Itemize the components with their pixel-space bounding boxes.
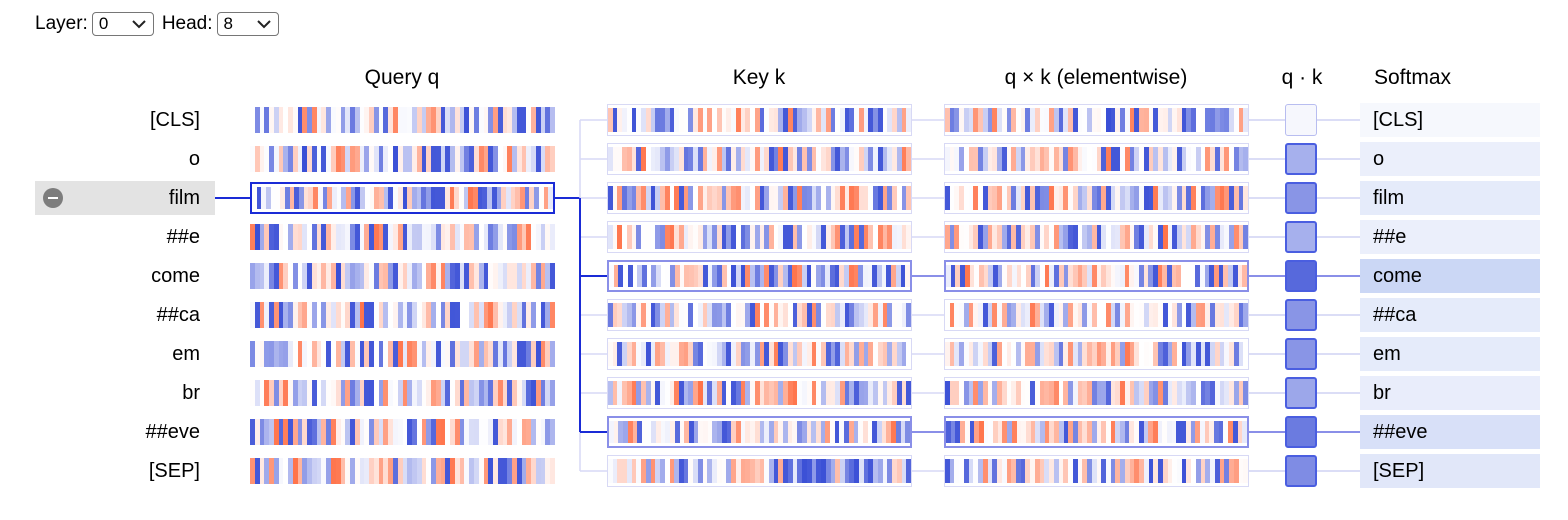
query-vector xyxy=(250,377,555,409)
softmax-token: ##ca xyxy=(1360,298,1540,332)
elementwise-vector xyxy=(944,143,1249,175)
dot-product-cell xyxy=(1285,221,1317,253)
dot-product-cell xyxy=(1285,455,1317,487)
query-token[interactable]: o xyxy=(35,142,200,176)
query-token[interactable]: come xyxy=(35,259,200,293)
query-vector xyxy=(250,416,555,448)
key-vector xyxy=(607,377,912,409)
softmax-token: em xyxy=(1360,337,1540,371)
softmax-token: come xyxy=(1360,259,1540,293)
softmax-token: [CLS] xyxy=(1360,103,1540,137)
softmax-token: br xyxy=(1360,376,1540,410)
query-token[interactable]: [SEP] xyxy=(35,454,200,488)
elementwise-vector xyxy=(944,455,1249,487)
softmax-token: [SEP] xyxy=(1360,454,1540,488)
elementwise-vector xyxy=(944,104,1249,136)
dot-product-cell xyxy=(1285,104,1317,136)
dot-product-cell xyxy=(1285,416,1317,448)
key-header: Key k xyxy=(732,66,786,89)
query-token-label: film xyxy=(168,187,200,209)
query-header: Query q xyxy=(364,66,440,89)
controls-bar: Layer: 0 Head: 8 xyxy=(35,12,283,36)
softmax-header: Softmax xyxy=(1374,66,1452,89)
softmax-token: ##eve xyxy=(1360,415,1540,449)
minus-circle-icon[interactable] xyxy=(43,188,63,208)
query-vector xyxy=(250,299,555,331)
dot-product-cell xyxy=(1285,260,1317,292)
elementwise-vector xyxy=(944,377,1249,409)
dot-product-cell xyxy=(1285,338,1317,370)
query-token-label: [CLS] xyxy=(149,109,200,131)
query-token[interactable]: ##e xyxy=(35,220,200,254)
key-vector xyxy=(607,416,912,448)
query-token-label: br xyxy=(182,382,200,404)
query-vector xyxy=(250,338,555,370)
query-token-label: ##eve xyxy=(145,421,201,443)
key-vector xyxy=(607,260,912,292)
elementwise-vector xyxy=(944,338,1249,370)
query-token[interactable]: br xyxy=(35,376,200,410)
chevron-down-icon xyxy=(256,20,271,29)
query-vector xyxy=(250,260,555,292)
layer-select[interactable]: 0 xyxy=(91,12,154,36)
chevron-down-icon xyxy=(132,20,146,29)
layer-select-value: 0 xyxy=(98,14,109,33)
query-token[interactable]: ##ca xyxy=(35,298,200,332)
head-select[interactable]: 8 xyxy=(216,12,279,36)
query-token[interactable]: film xyxy=(35,181,215,215)
query-token[interactable]: [CLS] xyxy=(35,103,200,137)
elementwise-vector xyxy=(944,416,1249,448)
softmax-token: film xyxy=(1360,181,1540,215)
elementwise-vector xyxy=(944,299,1249,331)
dot-product-cell xyxy=(1285,299,1317,331)
layer-label: Layer: xyxy=(35,13,88,34)
softmax-token: o xyxy=(1360,142,1540,176)
query-vector xyxy=(250,104,555,136)
elementwise-vector xyxy=(944,260,1249,292)
query-token-label: o xyxy=(188,148,200,170)
key-vector xyxy=(607,338,912,370)
query-token-label: [SEP] xyxy=(148,460,200,482)
dot-product-cell xyxy=(1285,377,1317,409)
query-token[interactable]: em xyxy=(35,337,200,371)
query-token-label: ##e xyxy=(166,226,200,248)
key-vector xyxy=(607,455,912,487)
key-vector xyxy=(607,299,912,331)
query-token-label: ##ca xyxy=(156,304,200,326)
elementwise-vector xyxy=(944,221,1249,253)
head-label: Head: xyxy=(161,13,213,34)
query-vector xyxy=(250,182,555,214)
dot-product-cell xyxy=(1285,143,1317,175)
dot-product-header: q · k xyxy=(1281,66,1323,89)
key-vector xyxy=(607,104,912,136)
query-token[interactable]: ##eve xyxy=(35,415,201,449)
softmax-token: ##e xyxy=(1360,220,1540,254)
elementwise-header: q × k (elementwise) xyxy=(1004,66,1188,89)
query-vector xyxy=(250,455,555,487)
query-token-label: em xyxy=(172,343,200,365)
head-select-value: 8 xyxy=(223,14,233,33)
query-vector xyxy=(250,221,555,253)
query-token-label: come xyxy=(151,265,200,287)
key-vector xyxy=(607,143,912,175)
query-vector xyxy=(250,143,555,175)
dot-product-cell xyxy=(1285,182,1317,214)
elementwise-vector xyxy=(944,182,1249,214)
key-vector xyxy=(607,221,912,253)
key-vector xyxy=(607,182,912,214)
